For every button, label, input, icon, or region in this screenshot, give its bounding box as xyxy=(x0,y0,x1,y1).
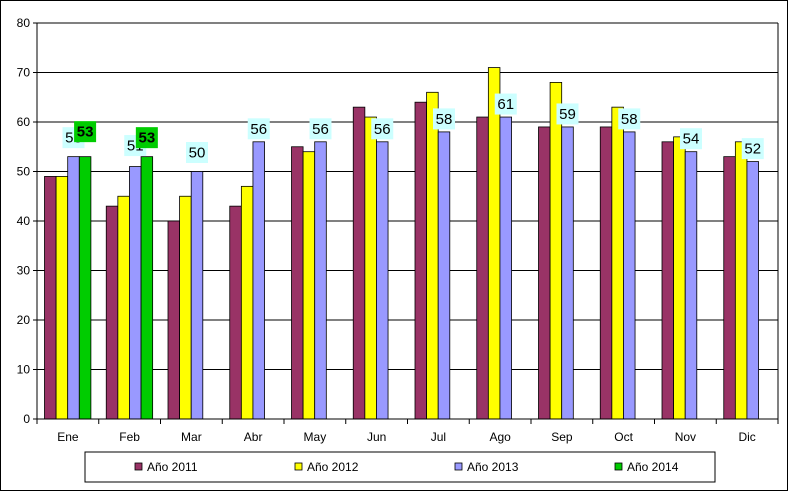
x-tick-label: Oct xyxy=(614,430,633,444)
bar xyxy=(67,156,80,420)
legend-swatch xyxy=(294,462,303,471)
y-tick-label: 20 xyxy=(17,313,31,327)
legend-label: Año 2011 xyxy=(147,460,198,474)
bar xyxy=(229,205,242,420)
data-label: 59 xyxy=(559,106,576,123)
data-label: 50 xyxy=(189,145,206,162)
data-label: 58 xyxy=(621,111,638,128)
data-label-bg xyxy=(135,127,158,149)
bar xyxy=(376,141,389,420)
bar xyxy=(117,195,130,420)
y-tick-label: 50 xyxy=(17,165,31,179)
bar xyxy=(561,126,574,420)
data-label: 56 xyxy=(250,121,267,138)
bar xyxy=(487,67,501,420)
bar xyxy=(364,116,377,420)
x-tick-label: Dic xyxy=(738,430,755,444)
data-label-bg xyxy=(741,138,764,160)
bar xyxy=(611,106,624,420)
x-tick-label: Nov xyxy=(675,430,696,444)
data-label-bg xyxy=(680,128,702,150)
bar xyxy=(140,156,154,420)
x-tick-label: Jul xyxy=(431,430,446,444)
x-tick-label: Mar xyxy=(181,430,202,444)
bar xyxy=(179,195,192,420)
legend-label: Año 2014 xyxy=(627,460,679,474)
x-tick-label: Ene xyxy=(57,430,79,444)
bar xyxy=(499,116,512,420)
bar xyxy=(302,151,316,420)
x-tick-label: Sep xyxy=(551,430,573,444)
data-label: 58 xyxy=(436,111,453,128)
x-tick-label: Abr xyxy=(244,430,263,444)
data-label: 61 xyxy=(497,96,514,113)
bar xyxy=(661,141,675,420)
data-label: 56 xyxy=(312,121,329,138)
bar xyxy=(414,101,428,420)
x-tick-label: Jun xyxy=(367,430,386,444)
y-tick-label: 30 xyxy=(17,264,31,278)
data-label-bg xyxy=(618,108,641,130)
data-label: 52 xyxy=(744,141,761,158)
y-tick-label: 70 xyxy=(17,66,31,80)
legend-swatch xyxy=(614,462,623,471)
y-tick-label: 80 xyxy=(17,16,31,30)
data-label-bg xyxy=(556,103,579,125)
bar xyxy=(167,220,181,420)
bar xyxy=(78,156,92,420)
bar xyxy=(291,146,304,420)
bar xyxy=(129,166,142,420)
bar xyxy=(426,91,439,420)
x-tick-label: May xyxy=(304,430,327,444)
bar xyxy=(44,176,57,420)
data-label-bg xyxy=(309,118,332,140)
legend xyxy=(84,451,716,483)
bar xyxy=(538,126,551,420)
bar xyxy=(240,185,254,420)
data-label: 54 xyxy=(683,131,700,148)
data-label-bg xyxy=(186,142,208,163)
x-tick-label: Feb xyxy=(119,430,140,444)
data-label-bg xyxy=(494,93,517,115)
bar xyxy=(549,82,563,420)
bar xyxy=(723,156,736,420)
data-label: 53 xyxy=(139,130,156,147)
data-label: 53 xyxy=(77,124,94,141)
legend-label: Año 2013 xyxy=(467,460,519,474)
x-tick-label: Ago xyxy=(489,430,511,444)
y-tick-label: 0 xyxy=(23,412,30,426)
data-label-bg xyxy=(371,118,394,140)
legend-swatch xyxy=(454,462,463,471)
bar xyxy=(684,151,698,420)
data-label-bg xyxy=(247,118,270,140)
bar xyxy=(673,136,686,420)
bar xyxy=(734,141,748,420)
bar xyxy=(352,106,366,420)
bar xyxy=(190,171,204,420)
bar xyxy=(437,131,451,420)
data-label-bg xyxy=(433,108,455,130)
bar xyxy=(105,205,119,420)
legend-swatch xyxy=(134,462,143,471)
bar xyxy=(476,116,489,420)
data-label: 56 xyxy=(374,121,391,138)
bar xyxy=(314,141,327,420)
y-tick-label: 60 xyxy=(17,115,31,129)
bar xyxy=(55,176,69,420)
bar xyxy=(252,141,265,420)
bar xyxy=(746,161,759,420)
legend-label: Año 2012 xyxy=(307,460,359,474)
y-tick-label: 10 xyxy=(17,363,31,377)
bar xyxy=(623,131,636,420)
data-label-bg xyxy=(74,121,97,143)
y-tick-label: 40 xyxy=(17,214,31,228)
bar xyxy=(599,126,613,420)
